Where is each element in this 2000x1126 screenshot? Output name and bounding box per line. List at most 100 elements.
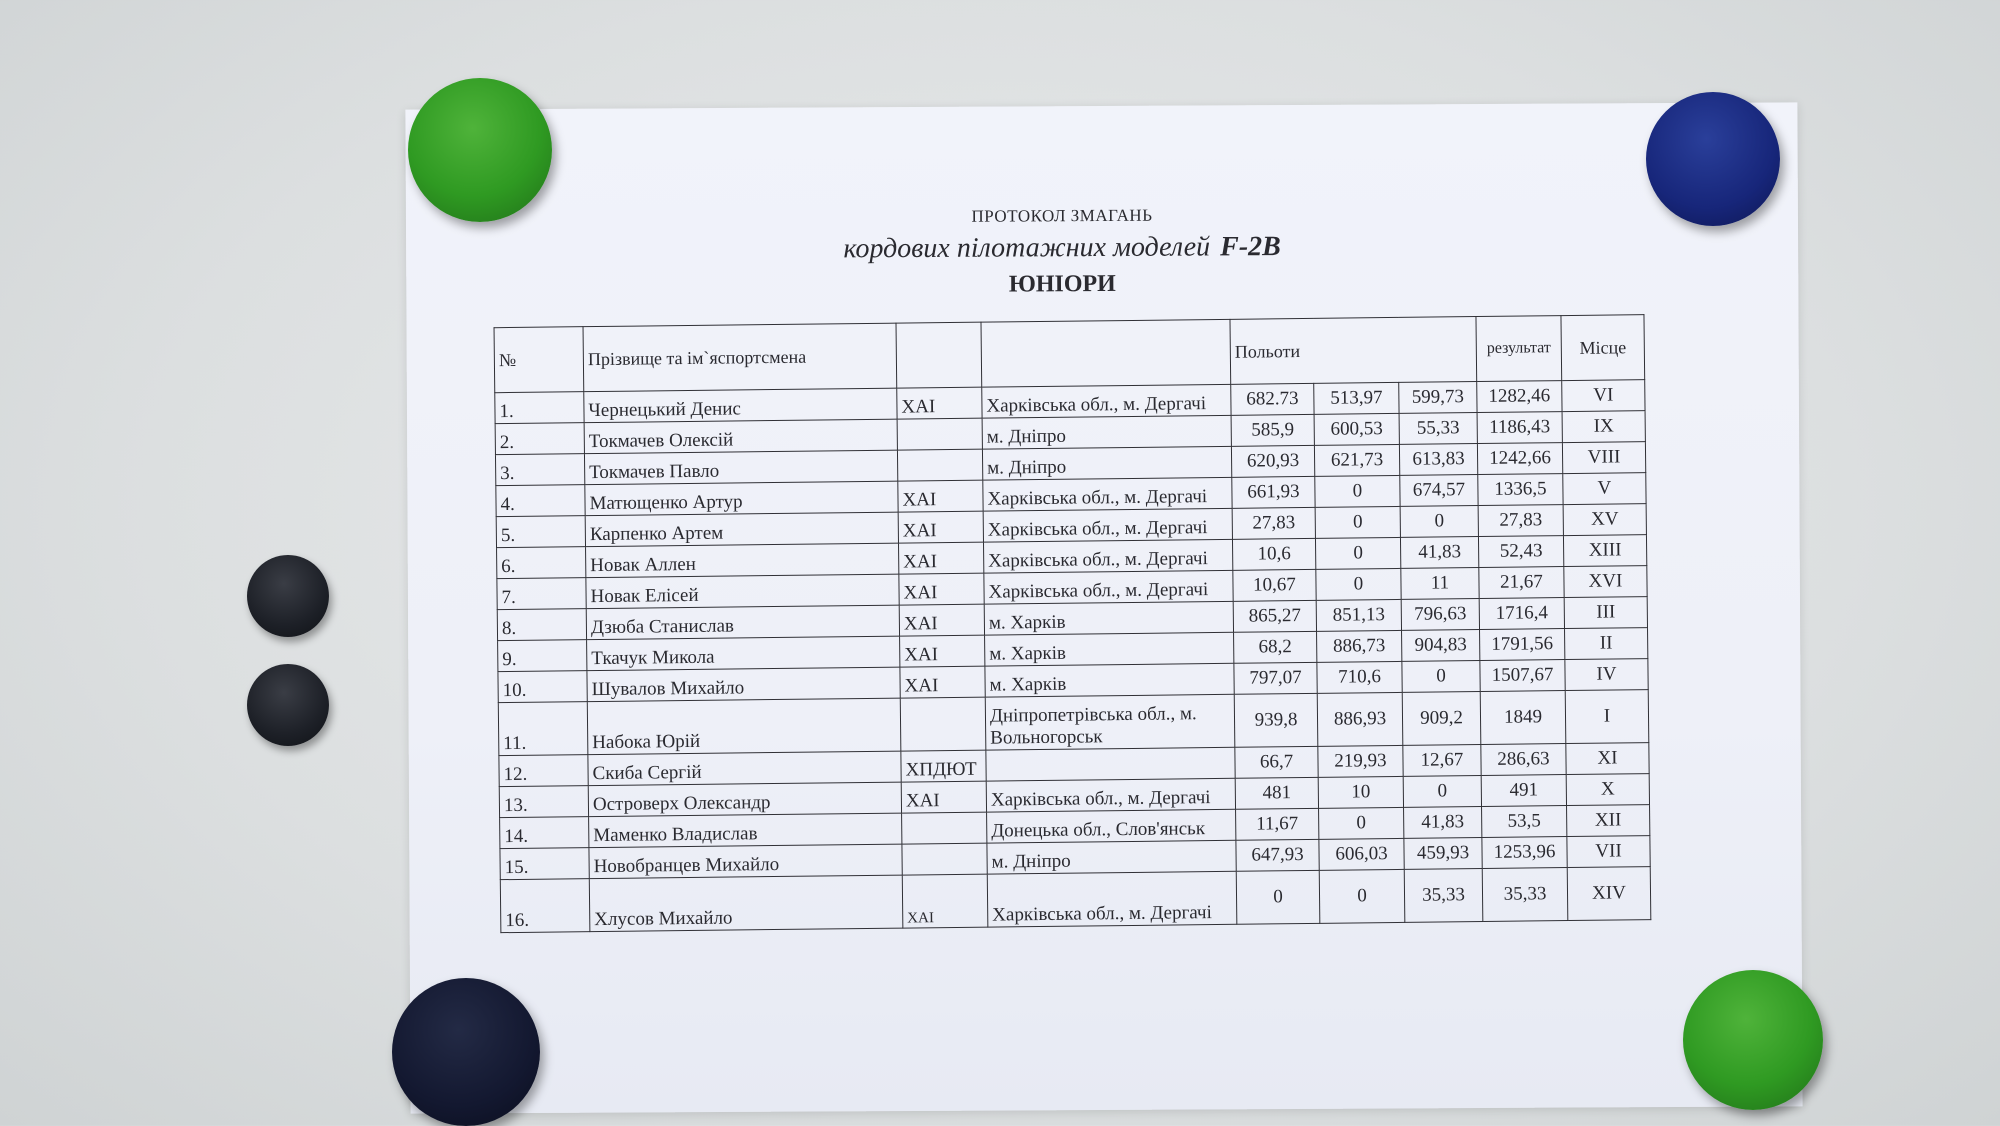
flight-1-score: 10,6 [1232,538,1316,571]
athlete-name: Новобранцев Михайло [588,844,903,879]
athlete-name: Токмачев Олексій [584,419,898,454]
flight-2-score: 600,53 [1314,413,1400,446]
athlete-name: Скиба Сергій [587,751,902,786]
header-name: Прізвище та ім`яспортсмена [583,323,897,392]
subtitle-text: кордових пілотажних моделей [843,231,1211,265]
row-number: 5. [496,515,586,548]
flight-2-score: 851,13 [1316,599,1402,632]
flight-1-score: 661,93 [1231,476,1316,509]
total-result: 1507,67 [1479,659,1566,692]
place: XII [1566,804,1650,837]
flight-1-score: 0 [1236,870,1320,925]
flight-2-score: 0 [1319,869,1405,924]
flight-1-score: 682.73 [1230,383,1315,416]
total-result: 1791,56 [1479,628,1565,661]
club [900,697,986,752]
flight-3-score: 613,83 [1399,443,1478,476]
club: ХАІ [898,542,984,575]
blue-magnet [1646,92,1780,226]
flight-3-score: 11 [1400,567,1480,600]
location: Харківська обл., м. Дергачі [983,508,1233,543]
row-number: 6. [496,546,586,579]
flight-3-score: 12,67 [1402,744,1482,777]
club: ХАІ [899,604,985,637]
flight-1-score: 647,93 [1235,839,1320,872]
flight-2-score: 710,6 [1316,661,1403,694]
row-number: 16. [500,878,590,933]
flight-3-score: 41,83 [1400,536,1479,569]
athlete-name: Карпенко Артем [585,512,899,547]
flight-3-score: 459,93 [1403,837,1483,870]
location: м. Дніпро [986,840,1237,875]
club: ХАІ [901,781,987,814]
club: ХАІ [899,635,985,668]
header-location [980,319,1231,388]
document-subtitle: кордових пілотажних моделей F-2B [366,229,1758,268]
flight-1-score: 585,9 [1231,414,1315,447]
total-result: 1716,4 [1479,597,1565,630]
athlete-name: Дзюба Станислав [586,605,900,640]
club: ХАІ [899,666,986,699]
flight-1-score: 865,27 [1233,600,1317,633]
place: I [1565,689,1649,744]
place: XV [1563,503,1647,536]
club: ХПДЮТ [900,750,987,783]
green-magnet [408,78,552,222]
location: Харківська обл., м. Дергачі [981,384,1232,419]
athlete-name: Токмачев Павло [584,450,898,485]
green-magnet [1683,970,1823,1110]
club: ХАІ [898,573,985,606]
location: м. Дніпро [982,446,1232,481]
flight-1-score: 66,7 [1234,746,1319,779]
location: м. Харків [984,663,1235,698]
place: VIII [1562,441,1646,474]
flight-3-score: 35,33 [1404,868,1483,923]
protocol-sheet: ПРОТОКОЛ ЗМАГАНЬ кордових пілотажних мод… [405,102,1803,1114]
flight-1-score: 68,2 [1233,631,1317,664]
total-result: 1282,46 [1476,380,1563,413]
club [901,812,987,845]
location: Донецька обл., Слов'янськ [986,809,1236,844]
place: V [1562,472,1647,505]
flight-3-score: 0 [1401,660,1481,693]
place: XIII [1563,534,1647,567]
total-result: 1849 [1480,690,1566,745]
category-title: ЮНІОРИ [1008,270,1116,298]
athlete-name: Шувалов Михайло [586,667,901,702]
flight-1-score: 939,8 [1234,693,1318,748]
flight-2-score: 886,73 [1316,630,1402,663]
header-result: результат [1475,315,1562,382]
athlete-name: Маменко Владислав [588,813,902,848]
club: ХАІ [898,511,984,544]
place: III [1564,596,1648,629]
club [897,449,983,482]
header-flights: Польоти [1229,316,1477,385]
athlete-name: Новак Аллен [585,543,899,578]
location: м. Дніпро [982,415,1232,450]
total-result: 35,33 [1482,867,1568,922]
row-number: 10. [497,670,588,703]
row-number: 1. [494,391,585,424]
row-number: 14. [499,816,589,849]
total-result: 286,63 [1480,743,1567,776]
flight-1-score: 11,67 [1235,808,1319,841]
flight-1-score: 797,07 [1233,662,1318,695]
location: м. Харків [984,601,1234,636]
total-result: 27,83 [1478,504,1564,537]
flight-3-score: 904,83 [1401,629,1480,662]
location: м. Харків [984,632,1234,667]
small-magnet [247,555,329,637]
row-number: 3. [495,453,585,486]
flight-2-score: 10 [1318,776,1404,809]
flight-2-score: 513,97 [1313,382,1400,415]
location: Харківська обл., м. Дергачі [987,871,1237,928]
place: IX [1562,410,1646,443]
flight-2-score: 0 [1314,475,1401,508]
place: VII [1566,835,1651,868]
total-result: 491 [1481,774,1567,807]
flight-2-score: 0 [1318,807,1404,840]
flight-2-score: 0 [1315,537,1401,570]
location: Харківська обл., м. Дергачі [983,539,1233,574]
flight-2-score: 0 [1315,568,1402,601]
total-result: 1336,5 [1477,473,1564,506]
